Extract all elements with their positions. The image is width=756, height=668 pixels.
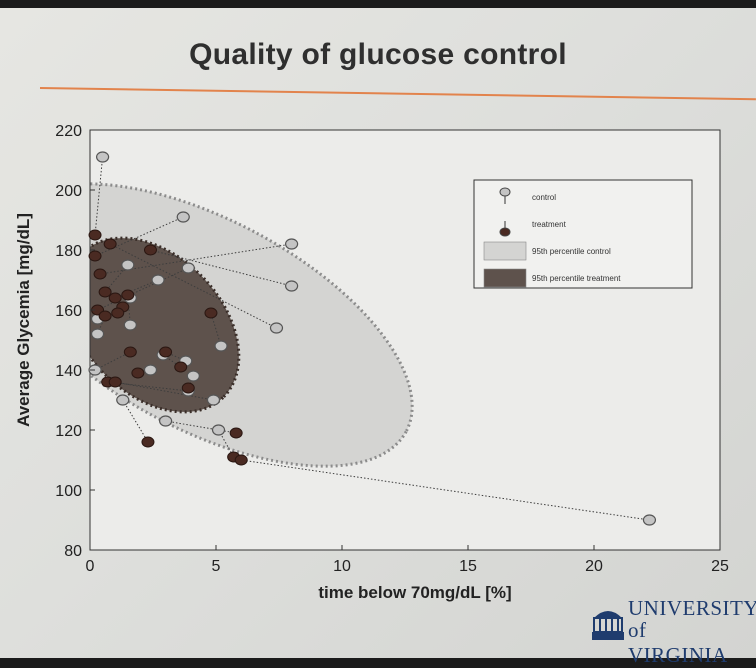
axis-ticks: 0 5 10 15 20 25 80 100 120 140 160 180 200 220 <box>55 123 729 575</box>
x-tick-label-15: 15 <box>459 558 477 575</box>
pair-link-10 <box>210 312 222 347</box>
treatment-point-15 <box>159 346 173 358</box>
legend-label-0: control <box>532 193 556 202</box>
treatment-point-13 <box>123 346 137 358</box>
treatment-point-9 <box>111 307 125 319</box>
treatment-point-7 <box>108 292 122 304</box>
pair-link-20 <box>122 399 149 443</box>
legend-label-3: 95th percentile treatment <box>532 274 621 283</box>
control-point-1 <box>176 211 190 223</box>
control-point-17 <box>186 370 200 382</box>
legend-patch-2 <box>483 241 527 261</box>
university-logo: UNIVERSITY of VIRGINIA <box>590 596 756 667</box>
legend-marker-1 <box>499 227 511 237</box>
control-point-22 <box>211 424 226 436</box>
data-points <box>88 151 657 526</box>
x-axis-label: time below 70mg/dL [%] <box>318 583 512 602</box>
treatment-point-19 <box>108 376 122 388</box>
legend-patch-3 <box>483 268 527 288</box>
control-point-0 <box>95 151 110 163</box>
control-point-11 <box>90 328 105 340</box>
control-point-7 <box>151 274 165 286</box>
treatment-point-11 <box>98 310 112 322</box>
x-tick-label-0: 0 <box>86 558 95 575</box>
treatment-point-12 <box>121 289 135 301</box>
control-point-21 <box>159 415 173 427</box>
control-point-23 <box>642 514 657 526</box>
pair-link-5 <box>97 267 189 311</box>
treatment-point-4 <box>143 244 157 256</box>
treatment-point-6 <box>98 286 112 298</box>
legend-label-1: treatment <box>532 220 567 229</box>
treatment-point-20 <box>141 436 155 448</box>
treatment-point-2 <box>93 268 107 280</box>
treatment-point-1 <box>88 250 102 262</box>
treatment-point-17 <box>181 382 195 394</box>
pair-link-3 <box>109 243 277 329</box>
region-treatment-95 <box>90 236 241 414</box>
control-point-2 <box>285 238 299 250</box>
legend: control treatment 95th percentile control 9… <box>473 179 693 289</box>
x-tick-label-25: 25 <box>711 558 729 575</box>
y-tick-label-200: 200 <box>55 183 82 200</box>
control-point-3 <box>269 322 284 334</box>
rotunda-icon <box>592 611 624 640</box>
x-tick-label-5: 5 <box>212 558 221 575</box>
legend-marker-0 <box>499 187 511 197</box>
slide-title: Quality of glucose control <box>189 38 567 71</box>
y-tick-label-220: 220 <box>55 123 82 140</box>
control-point-10 <box>214 340 228 352</box>
control-point-4 <box>285 280 299 292</box>
pair-link-6 <box>104 264 129 293</box>
logo-line-2: of VIRGINIA <box>628 618 728 667</box>
y-axis-label: Average Glycemia [mg/dL] <box>14 213 33 427</box>
y-tick-label-180: 180 <box>55 243 82 260</box>
legend-label-2: 95th percentile control <box>532 247 611 256</box>
control-point-5 <box>181 262 195 274</box>
treatment-point-3 <box>103 238 117 250</box>
control-point-20 <box>116 394 130 406</box>
control-point-13 <box>88 364 102 376</box>
plot-frame <box>89 129 721 551</box>
x-tick-label-20: 20 <box>585 558 603 575</box>
treatment-point-16 <box>174 361 188 373</box>
percentile-regions <box>90 130 720 550</box>
plot-border <box>89 129 721 551</box>
x-tick-label-10: 10 <box>333 558 351 575</box>
control-point-12 <box>123 319 137 331</box>
treatment-point-21 <box>229 427 243 439</box>
y-tick-label-140: 140 <box>55 363 82 380</box>
control-point-6 <box>121 259 135 271</box>
y-tick-label-80: 80 <box>64 543 82 560</box>
y-tick-label-160: 160 <box>55 303 82 320</box>
pair-link-23 <box>241 459 650 521</box>
treatment-point-10 <box>204 307 218 319</box>
treatment-point-14 <box>131 367 145 379</box>
treatment-point-0 <box>88 229 102 241</box>
y-tick-label-100: 100 <box>55 483 82 500</box>
pair-link-0 <box>94 156 104 236</box>
pair-link-19 <box>115 381 214 401</box>
logo-line-1: UNIVERSITY <box>628 596 756 620</box>
control-point-14 <box>143 364 158 376</box>
treatment-point-23 <box>234 454 248 466</box>
y-tick-label-120: 120 <box>55 423 82 440</box>
control-point-19 <box>206 394 221 406</box>
